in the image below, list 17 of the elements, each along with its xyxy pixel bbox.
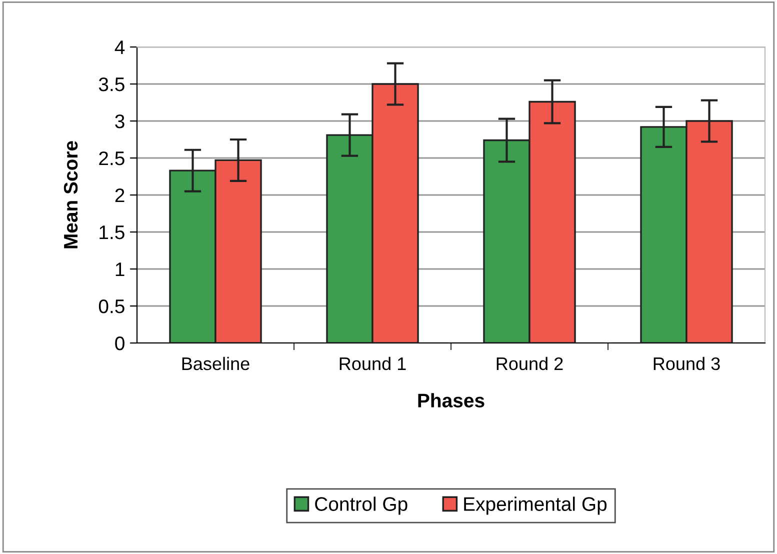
legend-label: Experimental Gp xyxy=(464,496,607,515)
y-axis-title: Mean Score xyxy=(64,141,78,248)
x-tick-label: Round 2 xyxy=(496,356,563,370)
y-tick-label: 2.5 xyxy=(99,151,124,166)
x-tick-label: Round 3 xyxy=(654,356,720,370)
y-tick-label: 2 xyxy=(115,188,124,202)
y-tick-label: 0 xyxy=(115,336,124,350)
x-tick-label: Baseline xyxy=(182,356,250,370)
y-tick-label: 1.5 xyxy=(100,226,124,240)
legend-label: Control Gp xyxy=(315,496,408,515)
y-tick-label: 1 xyxy=(116,262,124,276)
y-tick-label: 0.5 xyxy=(98,299,124,314)
y-tick-label: 3 xyxy=(115,114,124,128)
x-tick-label: Round 1 xyxy=(340,356,406,370)
x-axis-title: Phases xyxy=(418,393,484,408)
y-tick-label: 4 xyxy=(114,40,125,54)
y-tick-label: 3.5 xyxy=(98,77,124,92)
